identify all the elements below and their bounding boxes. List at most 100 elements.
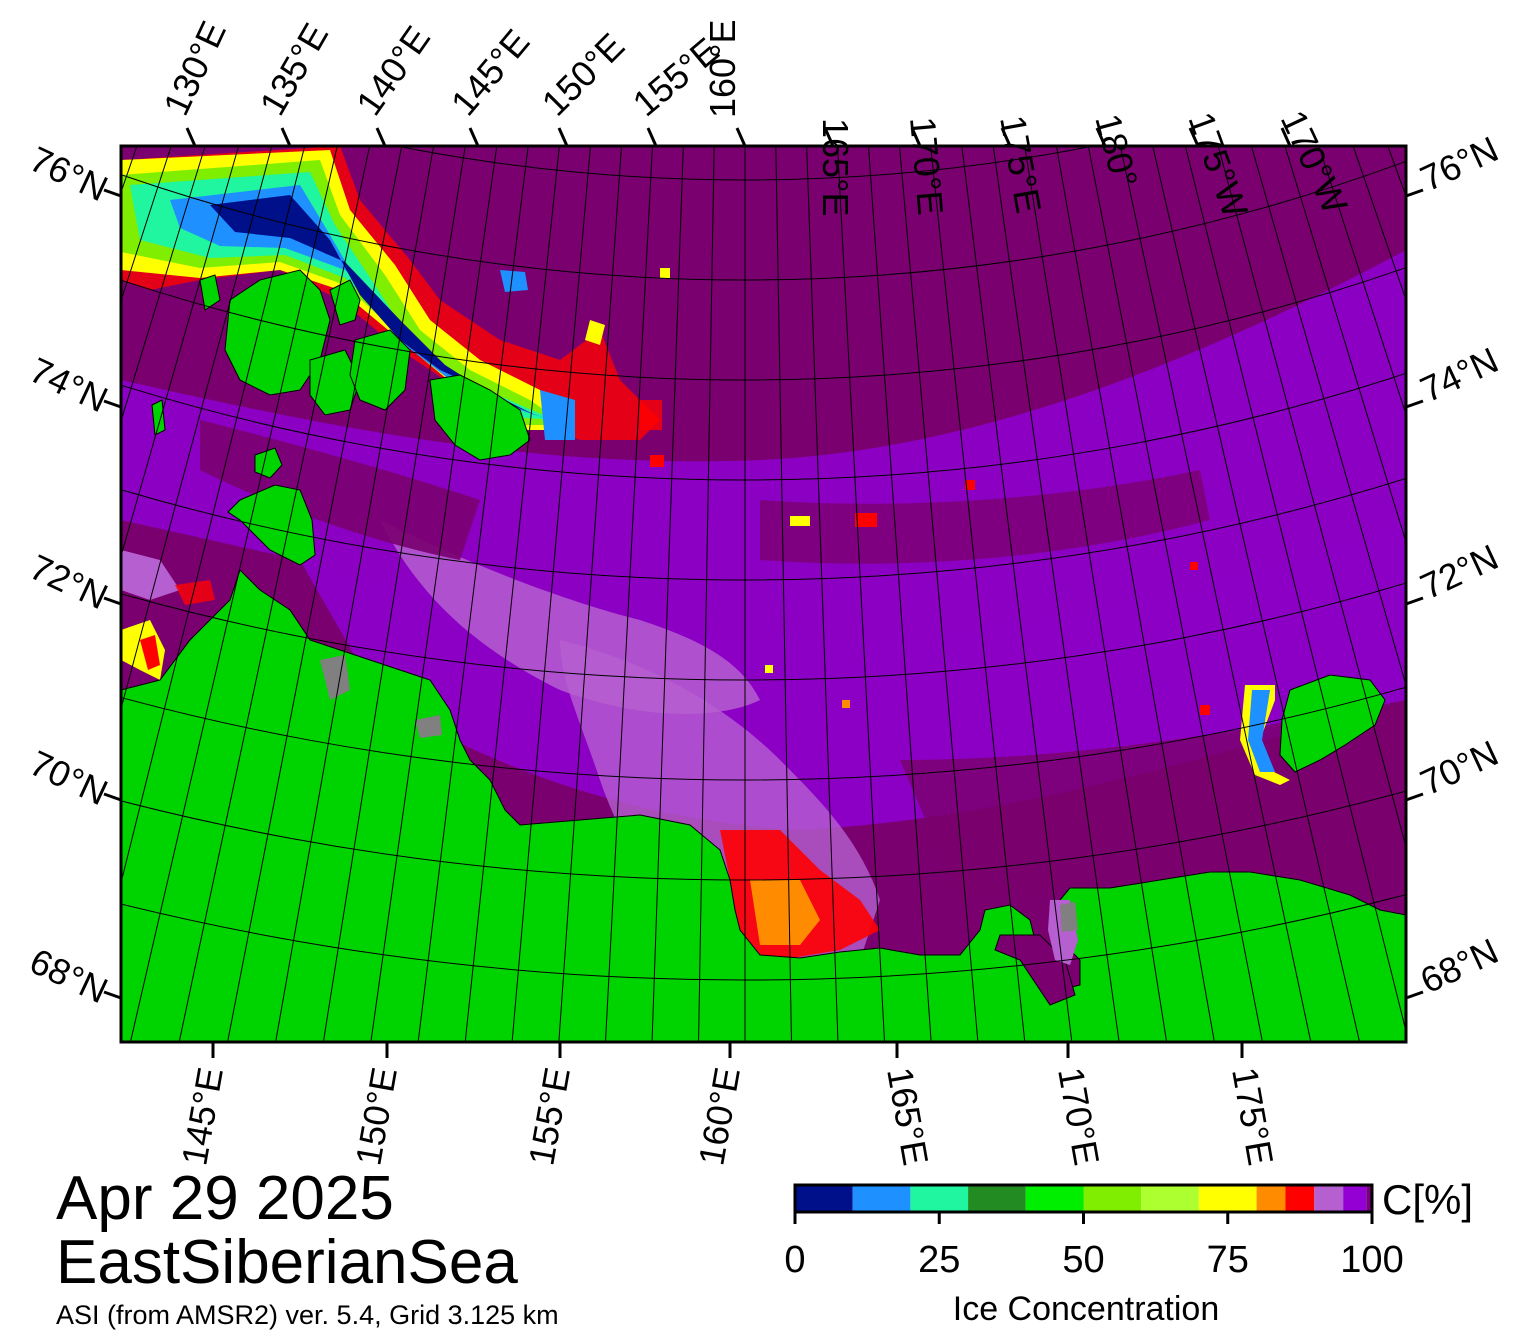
left-lat-label: 74°N	[24, 349, 114, 420]
longitude-line	[1087, 146, 1263, 1042]
top-tick	[1188, 127, 1200, 147]
top-tick	[375, 127, 387, 147]
colorbar-bin	[795, 1185, 853, 1212]
right-tick	[1405, 399, 1424, 409]
longitude-line	[417, 146, 529, 1042]
longitude-line	[1217, 146, 1406, 849]
top-tick	[280, 127, 292, 147]
map-panel	[0, 0, 1406, 1042]
colorbar-tick-label: 0	[784, 1239, 805, 1281]
colorbar-bin	[1256, 1185, 1286, 1212]
scattered-lower-concentration	[121, 268, 1290, 960]
right-tick	[1405, 990, 1424, 1000]
colorbar-bins	[795, 1185, 1372, 1212]
right-lat-label: 72°N	[1414, 536, 1504, 607]
top-lon-label: 150°E	[534, 25, 633, 124]
top-tick	[910, 127, 922, 147]
left-lat-label: 76°N	[24, 138, 114, 209]
longitude-line	[1152, 146, 1361, 1042]
colorbar-bin	[1025, 1185, 1084, 1212]
longitude-line	[1318, 146, 1406, 416]
longitude-line	[1024, 146, 1168, 1042]
longitude-line	[129, 146, 338, 1042]
left-tick	[103, 188, 122, 198]
longitude-line	[464, 146, 560, 1042]
top-tick	[557, 127, 569, 147]
colorbar-tick-label: 75	[1207, 1239, 1249, 1281]
longitude-line	[121, 146, 206, 423]
colorbar-ticks: 0 25 50 75 100	[784, 1212, 1404, 1281]
colorbar-title: Ice Concentration	[953, 1290, 1220, 1328]
longitude-line	[370, 146, 498, 1042]
bottom-lon-label: 145°E	[173, 1064, 230, 1168]
colorbar-bin	[1198, 1185, 1257, 1212]
top-lon-label: 130°E	[155, 15, 234, 122]
colorbar-tick-label: 100	[1340, 1239, 1403, 1281]
top-lon-label: 145°E	[443, 21, 538, 123]
longitude-line	[121, 146, 306, 885]
longitude-line	[651, 146, 684, 1042]
longitude-line	[1250, 146, 1406, 687]
longitude-line	[1284, 146, 1406, 544]
top-lon-label: 135°E	[251, 16, 336, 122]
bottom-lon-label: 150°E	[347, 1064, 404, 1168]
longitude-line	[121, 146, 273, 711]
graticule	[0, 0, 1406, 1042]
longitude-line	[511, 146, 591, 1042]
longitude-line	[0, 0, 27, 1008]
colorbar-bin	[1366, 1185, 1372, 1212]
map-frame	[119, 144, 1408, 1044]
left-tick	[103, 792, 122, 802]
right-tick	[1405, 596, 1424, 606]
colorbar-unit: C[%]	[1382, 1176, 1473, 1223]
longitude-line	[930, 146, 1026, 1042]
longitude-line	[1387, 146, 1406, 198]
top-lon-label: 160°E	[702, 20, 743, 118]
top-tick	[735, 127, 747, 147]
longitude-line	[604, 146, 653, 1042]
top-tick	[1280, 127, 1292, 147]
colorbar-bin	[1285, 1185, 1315, 1212]
top-tick	[823, 127, 835, 147]
left-tick	[103, 399, 122, 409]
longitude-line	[558, 146, 623, 1042]
left-lat-label: 72°N	[24, 546, 114, 617]
right-tick	[1405, 792, 1424, 802]
longitude-line	[775, 146, 792, 1042]
longitude-line	[322, 146, 466, 1042]
left-tick	[103, 990, 122, 1000]
left-lat-label: 70°N	[24, 742, 114, 813]
longitude-line	[121, 146, 172, 303]
longitude-line	[275, 146, 435, 1042]
longitude-line	[992, 146, 1120, 1042]
colorbar: 0 25 50 75 100 C[%] Ice Concentration	[784, 1176, 1473, 1328]
right-lat-label: 68°N	[1414, 930, 1504, 1001]
colorbar-tick-label: 25	[918, 1239, 960, 1281]
longitude-line	[698, 146, 715, 1042]
map-date: Apr 29 2025	[56, 1164, 394, 1233]
top-tick	[646, 127, 658, 147]
colorbar-bin	[1141, 1185, 1199, 1212]
left-lat-label: 68°N	[24, 940, 114, 1011]
colorbar-bin	[852, 1185, 911, 1212]
top-lon-label: 140°E	[348, 18, 438, 122]
longitude-line	[121, 146, 240, 558]
ice-concentration-field	[121, 250, 1406, 960]
bottom-lon-label: 155°E	[520, 1064, 577, 1168]
left-tick	[103, 596, 122, 606]
longitude-line	[178, 146, 371, 1042]
bottom-lon-label: 165°E	[879, 1064, 936, 1168]
longitude-line	[1119, 146, 1312, 1042]
bottom-lon-label: 175°E	[1224, 1064, 1281, 1168]
colorbar-bin	[910, 1185, 969, 1212]
longitude-line	[867, 146, 932, 1042]
colorbar-bin	[1343, 1185, 1367, 1212]
data-source: ASI (from AMSR2) ver. 5.4, Grid 3.125 km	[56, 1300, 559, 1330]
longitude-line	[1352, 146, 1406, 302]
bottom-lon-label: 160°E	[690, 1064, 747, 1168]
top-tick	[468, 127, 480, 147]
top-tick	[1000, 127, 1012, 147]
top-lon-label: 170°E	[902, 115, 951, 217]
right-lat-label: 74°N	[1414, 339, 1504, 410]
